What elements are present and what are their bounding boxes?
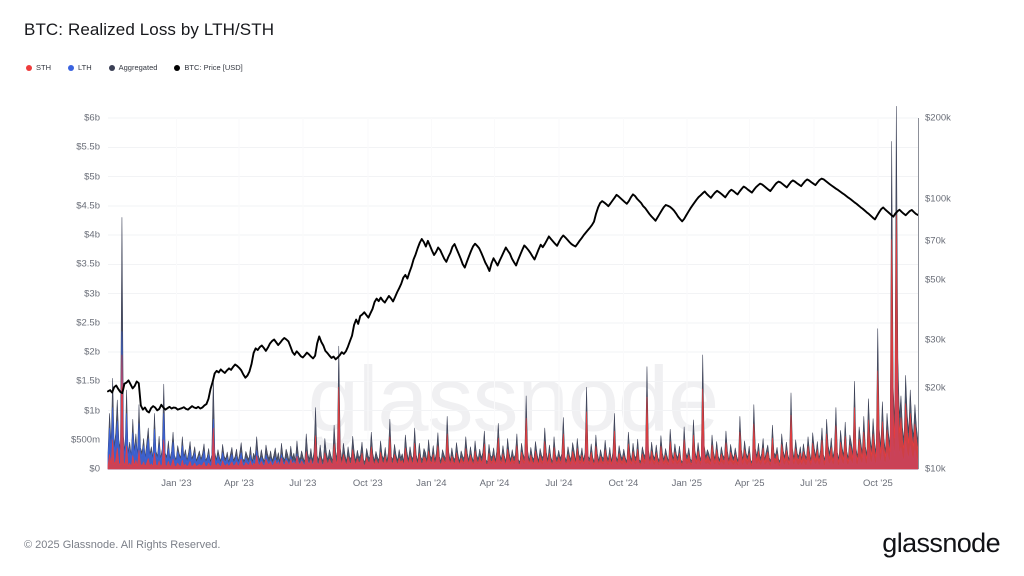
y-axis-left-tick: $2b xyxy=(84,346,100,358)
legend-dot-price xyxy=(174,64,181,71)
y-axis-right-tick: $100k xyxy=(925,193,951,205)
page-title: BTC: Realized Loss by LTH/STH xyxy=(24,20,275,39)
legend-dot-sth xyxy=(26,64,32,71)
legend-label-lth: LTH xyxy=(78,63,92,72)
watermark: glassnode xyxy=(307,348,719,451)
legend-label-aggregated: Aggregated xyxy=(118,63,158,72)
chart-canvas xyxy=(107,106,919,470)
x-axis-tick: Jan '25 xyxy=(671,478,702,489)
x-axis-tick: Apr '24 xyxy=(479,478,510,489)
y-axis-left-tick: $1.5b xyxy=(76,375,100,387)
right-axis-line xyxy=(918,118,919,469)
legend-dot-lth xyxy=(68,64,74,71)
x-axis: Jan '23 Apr '23 Jul '23 Oct '23 Jan '24 Apr '… xyxy=(108,478,918,496)
y-axis-left-tick: $3.5b xyxy=(76,258,100,270)
plot-area: glassnode xyxy=(107,106,919,470)
legend-label-sth: STH xyxy=(36,63,51,72)
y-axis-left: $0 $500m $1b $1.5b $2b $2.5b $3b $3.5b $4b $4.5b $… xyxy=(0,113,100,475)
y-axis-left-tick: $5.5b xyxy=(76,141,100,153)
y-axis-right-tick: $70k xyxy=(925,235,946,247)
y-axis-right: $10k $20k $30k $50k $70k $100k $200k xyxy=(925,113,1015,475)
x-axis-tick: Oct '25 xyxy=(862,478,893,489)
x-axis-tick: Jul '25 xyxy=(800,478,828,489)
y-axis-left-tick: $4b xyxy=(84,229,100,241)
legend-item-price[interactable]: BTC: Price [USD] xyxy=(174,63,243,72)
y-axis-left-tick: $2.5b xyxy=(76,317,100,329)
legend-item-sth[interactable]: STH xyxy=(26,63,51,72)
x-axis-tick: Oct '24 xyxy=(608,478,639,489)
x-axis-tick: Jan '24 xyxy=(416,478,447,489)
y-axis-left-tick: $1b xyxy=(84,405,100,416)
footer-copyright: © 2025 Glassnode. All Rights Reserved. xyxy=(24,539,221,551)
y-axis-left-tick: $3b xyxy=(84,288,100,299)
chart-legend: STH LTH Aggregated BTC: Price [USD] xyxy=(26,63,243,72)
x-axis-tick: Apr '25 xyxy=(734,478,765,489)
y-axis-right-tick: $10k xyxy=(925,463,946,475)
x-axis-tick: Jul '23 xyxy=(289,478,317,489)
legend-dot-aggregated xyxy=(108,64,115,71)
y-axis-left-tick: $0 xyxy=(89,463,100,475)
y-axis-right-tick: $30k xyxy=(925,334,946,346)
y-axis-left-tick: $6b xyxy=(84,112,100,124)
y-axis-right-tick: $200k xyxy=(925,112,951,124)
y-axis-left-tick: $500m xyxy=(70,434,100,446)
footer-logo: glassnode xyxy=(882,528,1000,558)
x-axis-tick: Oct '23 xyxy=(352,478,383,489)
y-axis-right-tick: $50k xyxy=(925,274,946,286)
legend-label-price: BTC: Price [USD] xyxy=(184,63,243,72)
y-axis-left-tick: $5b xyxy=(84,171,100,182)
legend-item-lth[interactable]: LTH xyxy=(68,63,92,72)
legend-item-aggregated[interactable]: Aggregated xyxy=(108,63,158,72)
x-axis-tick: Jan '23 xyxy=(161,478,192,489)
y-axis-right-tick: $20k xyxy=(925,382,946,394)
y-axis-left-tick: $4.5b xyxy=(76,200,100,212)
x-axis-tick: Jul '24 xyxy=(545,478,573,489)
x-axis-tick: Apr '23 xyxy=(224,478,254,489)
